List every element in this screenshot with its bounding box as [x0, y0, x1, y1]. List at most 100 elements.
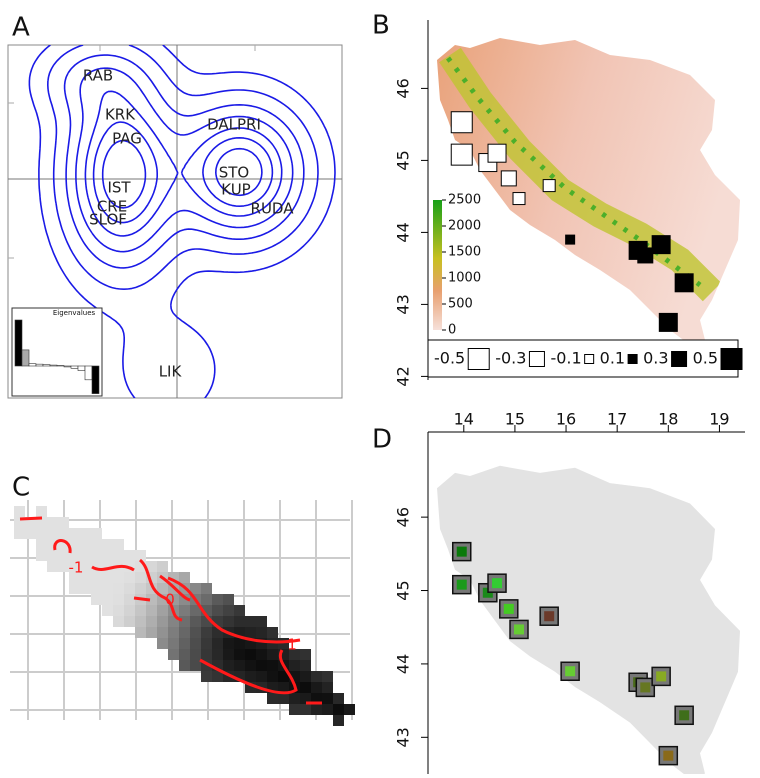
site-marker [652, 236, 670, 254]
site-marker [675, 274, 693, 292]
raster-cell [91, 539, 102, 550]
eigenvalue-bar [43, 365, 50, 366]
raster-cell [300, 671, 311, 682]
raster-cell [179, 638, 190, 649]
raster-cell [234, 638, 245, 649]
raster-cell [47, 550, 58, 561]
y-tick-label: 46 [394, 78, 413, 98]
eigenvalue-bar [29, 364, 36, 366]
panel-label: D [372, 425, 392, 455]
raster-cell [223, 660, 234, 671]
raster-cell [124, 605, 135, 616]
raster-cell [300, 660, 311, 671]
raster-cell [333, 693, 344, 704]
site-marker [457, 547, 467, 557]
legend-label: 0.1 [600, 349, 625, 368]
site-marker [679, 710, 689, 720]
raster-cell [113, 616, 124, 627]
contour-line [134, 598, 150, 600]
raster-cell [267, 693, 278, 704]
raster-cell [168, 649, 179, 660]
raster-cell [91, 594, 102, 605]
raster-cell [157, 638, 168, 649]
raster-cell [179, 660, 190, 671]
raster-cell [256, 660, 267, 671]
raster-cell [146, 616, 157, 627]
contour-line [20, 518, 42, 519]
raster-cell [25, 528, 36, 539]
eigenvalue-bar [78, 366, 85, 371]
raster-cell [190, 627, 201, 638]
colorbar [433, 200, 442, 330]
site-marker [504, 604, 514, 614]
site-label: RUDA [251, 200, 295, 218]
raster-cell [135, 616, 146, 627]
y-tick-label: 45 [394, 580, 413, 600]
raster-cell [223, 594, 234, 605]
raster-cell [69, 528, 80, 539]
raster-cell [179, 616, 190, 627]
raster-cell [300, 704, 311, 715]
raster-cell [36, 506, 47, 517]
raster-cell [179, 605, 190, 616]
raster-cell [168, 627, 179, 638]
raster-cell [289, 660, 300, 671]
raster-cell [146, 605, 157, 616]
raster-cell [223, 649, 234, 660]
colorbar-label: 2000 [448, 219, 481, 234]
site-marker [501, 171, 516, 186]
raster-cell [102, 550, 113, 561]
raster-cell [322, 671, 333, 682]
raster-cell [91, 550, 102, 561]
colorbar-label: 0 [448, 323, 456, 338]
y-tick-label: 43 [394, 294, 413, 314]
colorbar-label: 2500 [448, 193, 481, 208]
raster-cell [256, 627, 267, 638]
eigenvalue-bar [85, 366, 92, 380]
raster-cell [168, 638, 179, 649]
contour-label: -1 [69, 559, 84, 577]
raster-cell [190, 616, 201, 627]
raster-cell [124, 616, 135, 627]
raster-cell [201, 594, 212, 605]
raster-cell [47, 561, 58, 572]
eigenvalue-bar [71, 366, 78, 368]
raster-cell [311, 704, 322, 715]
raster-cell [102, 605, 113, 616]
site-label: SLOF [89, 211, 127, 229]
raster-cell [179, 649, 190, 660]
eigenvalue-bar [22, 350, 29, 366]
eigenvalue-bar [64, 366, 71, 367]
raster-cell [36, 528, 47, 539]
site-label: LIK [159, 363, 183, 381]
inset-title: Eigenvalues [53, 309, 96, 317]
panel-label: B [372, 11, 390, 41]
legend-marker [628, 355, 637, 364]
raster-cell [267, 660, 278, 671]
eigenvalue-bar [36, 364, 43, 366]
site-marker [514, 624, 524, 634]
site-marker [566, 235, 575, 244]
raster-cell [267, 638, 278, 649]
raster-cell [36, 539, 47, 550]
raster-cell [278, 693, 289, 704]
raster-cell [124, 550, 135, 561]
raster-cell [245, 660, 256, 671]
raster-cell [80, 539, 91, 550]
raster-cell [47, 517, 58, 528]
raster-cell [47, 528, 58, 539]
raster-cell [223, 638, 234, 649]
y-tick-label: 42 [394, 366, 413, 386]
site-marker [492, 578, 502, 588]
raster-cell [212, 605, 223, 616]
raster-cell [245, 627, 256, 638]
colorbar-label: 500 [448, 297, 473, 312]
raster-cell [135, 627, 146, 638]
raster-cell [245, 649, 256, 660]
site-marker [640, 682, 650, 692]
site-label: KUP [221, 181, 250, 199]
raster-cell [113, 594, 124, 605]
raster-cell [113, 572, 124, 583]
legend-label: -0.3 [495, 349, 526, 368]
legend-marker [529, 352, 544, 367]
